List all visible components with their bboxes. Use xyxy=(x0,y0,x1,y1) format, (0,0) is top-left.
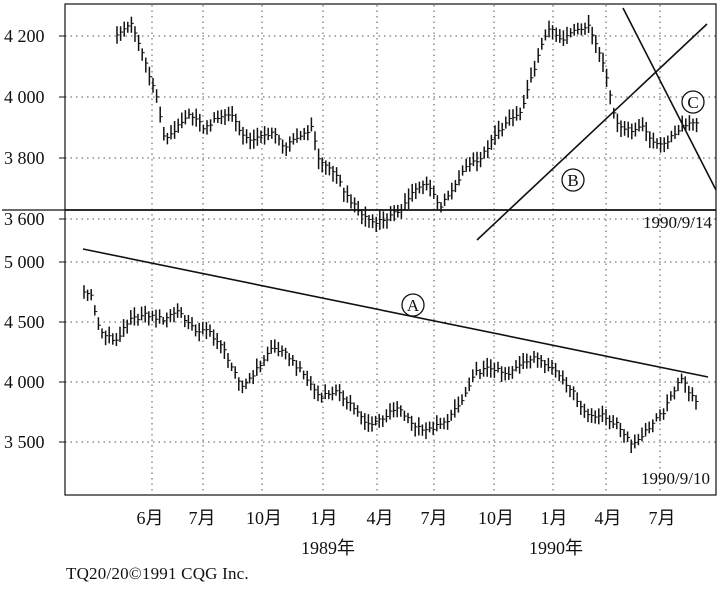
x-tick-label: 7月 xyxy=(189,508,216,528)
year-label: 1989年 xyxy=(301,538,355,558)
y-tick-label: 3 800 xyxy=(4,148,45,168)
price-bars-layer xyxy=(83,14,700,454)
annotation-c: C xyxy=(687,93,698,112)
trendlines-layer xyxy=(82,7,717,378)
top-panel-date: 1990/9/14 xyxy=(643,213,712,232)
y-tick-label: 4 500 xyxy=(4,312,45,332)
copyright-credit: TQ20/20©1991 CQG Inc. xyxy=(66,564,249,583)
frame-layer xyxy=(2,3,717,496)
y-tick-label: 5 000 xyxy=(4,252,45,272)
y-tick-label: 4 000 xyxy=(4,372,45,392)
annotation-b-circle xyxy=(561,168,585,192)
x-tick-label: 10月 xyxy=(246,508,282,528)
x-tick-label: 7月 xyxy=(421,508,448,528)
y-tick-label: 3 500 xyxy=(4,432,45,452)
y-tick-label: 4 200 xyxy=(4,26,45,46)
trendline-b xyxy=(476,23,708,241)
x-tick-label: 7月 xyxy=(649,508,676,528)
x-tick-label: 4月 xyxy=(595,508,622,528)
x-tick-label: 4月 xyxy=(367,508,394,528)
y-tick-label: 4 000 xyxy=(4,87,45,107)
price-bars-top xyxy=(116,14,700,232)
x-tick-label: 1月 xyxy=(311,508,338,528)
annotation-b: B xyxy=(567,171,578,190)
trendline-a xyxy=(82,248,709,378)
x-tick-label: 10月 xyxy=(478,508,514,528)
labels-layer: 6月 7月 10月 1月 4月 7月 10月 1月 4月 7月 1989年 1990年 4 200 4 0… xyxy=(4,26,712,558)
x-tick-label: 1月 xyxy=(541,508,568,528)
price-bars-bottom xyxy=(83,285,699,454)
annotation-a: A xyxy=(407,296,420,315)
annotation-c-circle xyxy=(681,90,705,114)
bottom-panel-date: 1990/9/10 xyxy=(641,469,710,488)
year-label: 1990年 xyxy=(529,538,583,558)
y-tick-label: 3 600 xyxy=(4,209,45,229)
annotation-a-circle xyxy=(401,293,425,317)
trendline-c xyxy=(622,7,717,191)
plot-frame xyxy=(64,3,717,496)
x-tick-label: 6月 xyxy=(137,508,164,528)
